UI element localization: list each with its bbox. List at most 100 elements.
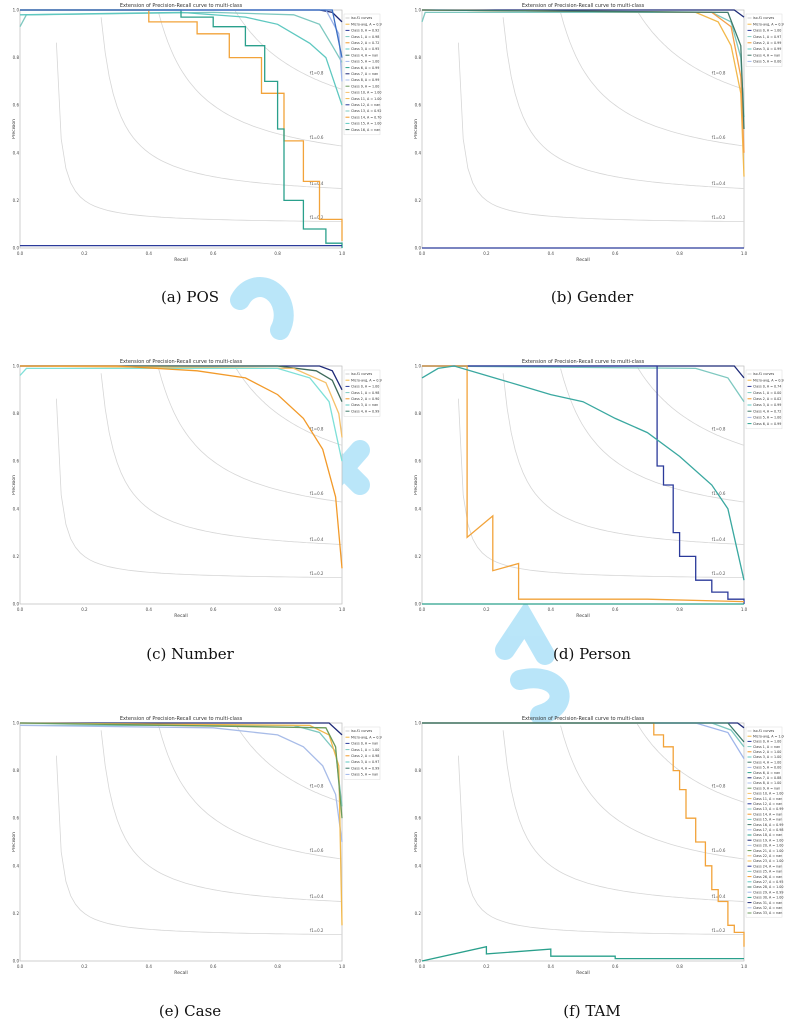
y-tick-label: 1.0 — [415, 364, 422, 369]
iso-f1-label: f1=0.6 — [310, 491, 324, 496]
legend-entry: Class 9, A = 1.00 — [351, 84, 379, 88]
iso-f1-curve — [100, 730, 343, 902]
pr-chart-tam: Extension of Precision-Recall curve to m… — [413, 716, 786, 976]
iso-f1-curve — [502, 373, 745, 545]
y-tick-label: 0.8 — [13, 768, 20, 773]
iso-f1-curve — [560, 725, 745, 860]
y-axis-label: Precision — [414, 475, 419, 495]
legend-entry: Class 20, A = 1.00 — [753, 844, 783, 848]
x-tick-label: 0.4 — [146, 964, 153, 969]
chart-title: Extension of Precision-Recall curve to m… — [120, 359, 243, 365]
iso-f1-curve — [234, 10, 343, 90]
y-axis-label: Precision — [12, 832, 17, 852]
pr-chart-case: Extension of Precision-Recall curve to m… — [11, 716, 384, 976]
y-tick-label: 0.6 — [415, 459, 422, 464]
legend-entry: Class 9, A = nan — [753, 786, 780, 790]
pr-chart-pos: Extension of Precision-Recall curve to m… — [11, 3, 384, 263]
iso-f1-curve — [100, 373, 343, 545]
y-tick-label: 0.8 — [415, 768, 422, 773]
legend-entry: Class 1, A = 0.98 — [351, 391, 379, 395]
plot-area — [421, 9, 745, 249]
legend-entry: Class 0, A = 0.92 — [351, 29, 379, 33]
pr-series-line — [19, 365, 343, 438]
legend-entry: Micro-avg, A = 0.99 — [351, 735, 382, 739]
y-tick-label: 0.4 — [415, 863, 422, 868]
y-tick-label: 0.6 — [415, 816, 422, 821]
x-tick-label: 0.4 — [146, 607, 153, 612]
y-tick-label: 0.4 — [13, 150, 20, 155]
y-tick-label: 0.2 — [13, 911, 20, 916]
x-tick-label: 0.2 — [483, 964, 490, 969]
caption-person: (d) Person — [553, 645, 631, 663]
iso-f1-label: f1=0.2 — [310, 215, 324, 220]
legend-box — [745, 369, 783, 430]
iso-f1-curve — [502, 730, 745, 902]
legend-entry: Class 0, A = nan — [351, 742, 378, 746]
chart-title: Extension of Precision-Recall curve to m… — [120, 716, 243, 722]
chart-title: Extension of Precision-Recall curve to m… — [522, 359, 645, 365]
y-tick-label: 0.6 — [415, 103, 422, 108]
y-tick-label: 0.4 — [415, 150, 422, 155]
y-axis-label: Precision — [12, 475, 17, 495]
legend-entry: Class 17, A = 0.98 — [753, 828, 783, 832]
iso-f1-curve — [502, 17, 745, 189]
chart-panel-case: Extension of Precision-Recall curve to m… — [11, 713, 384, 982]
y-tick-label: 0.0 — [13, 602, 20, 607]
legend-entry: Class 2, A = 0.72 — [351, 41, 379, 45]
x-axis-label: Recall — [174, 613, 187, 619]
x-tick-label: 0.0 — [17, 607, 24, 612]
iso-f1-curve — [636, 723, 745, 803]
y-tick-label: 1.0 — [415, 8, 422, 13]
legend-entry: Class 4, A = 1.00 — [753, 760, 781, 764]
iso-f1-label: f1=0.8 — [712, 784, 726, 789]
iso-f1-label: f1=0.8 — [712, 71, 726, 76]
caption-pos: (a) POS — [160, 288, 220, 306]
legend-entry: Class 14, A = 0.70 — [351, 115, 381, 119]
legend-entry: iso-f1 curves — [351, 729, 372, 733]
legend-entry: Class 3, A = 1.00 — [753, 755, 781, 759]
iso-f1-curve — [458, 42, 745, 222]
legend-entry: Class 32, A = nan — [753, 906, 782, 910]
chart-panel-person: Extension of Precision-Recall curve to m… — [413, 356, 786, 625]
x-tick-label: 0.2 — [483, 607, 490, 612]
iso-f1-curve — [234, 366, 343, 446]
legend-entry: Class 2, A = 0.90 — [351, 397, 379, 401]
pr-series-line — [421, 945, 744, 962]
x-axis-label: Recall — [576, 257, 589, 263]
iso-f1-curve — [560, 368, 745, 503]
legend-entry: iso-f1 curves — [351, 16, 372, 20]
pr-series-line — [20, 365, 343, 402]
legend-entry: iso-f1 curves — [351, 372, 372, 376]
iso-f1-label: f1=0.4 — [712, 181, 726, 186]
legend-entry: Class 3, A = 0.95 — [351, 47, 379, 51]
x-tick-label: 0.4 — [548, 607, 555, 612]
pr-series-line — [422, 365, 745, 604]
legend-entry: Class 7, A = nan — [351, 72, 378, 76]
legend-entry: Class 0, A = 1.00 — [351, 385, 379, 389]
iso-f1-label: f1=0.8 — [310, 427, 324, 432]
pr-series-line — [422, 722, 745, 947]
legend-entry: Class 16, A = 0.99 — [753, 823, 783, 827]
pr-series-line — [422, 722, 745, 743]
iso-f1-label: f1=0.6 — [712, 848, 726, 853]
pr-series-line — [421, 365, 745, 403]
x-tick-label: 0.8 — [676, 251, 683, 256]
x-tick-label: 0.6 — [612, 607, 619, 612]
legend-entry: Class 1, A = 0.98 — [351, 35, 379, 39]
legend-entry: Class 1, A = 0.00 — [753, 391, 781, 395]
x-tick-label: 0.6 — [612, 964, 619, 969]
legend-entry: Class 2, A = 0.99 — [753, 41, 781, 45]
pr-chart-person: Extension of Precision-Recall curve to m… — [413, 359, 786, 619]
x-tick-label: 0.0 — [17, 251, 24, 256]
legend-entry: Class 6, A = nan — [753, 771, 780, 775]
x-tick-label: 0.6 — [612, 251, 619, 256]
x-tick-label: 0.4 — [146, 251, 153, 256]
x-tick-label: 1.0 — [741, 251, 748, 256]
legend-entry: Micro-avg, A = 0.95 — [753, 378, 784, 382]
y-tick-label: 0.0 — [13, 246, 20, 251]
y-tick-label: 0.6 — [13, 459, 20, 464]
x-tick-label: 0.8 — [274, 607, 281, 612]
legend-entry: Class 5, A = 1.00 — [351, 60, 379, 64]
legend-entry: Class 6, A = 0.99 — [753, 422, 781, 426]
iso-f1-label: f1=0.4 — [712, 537, 726, 542]
